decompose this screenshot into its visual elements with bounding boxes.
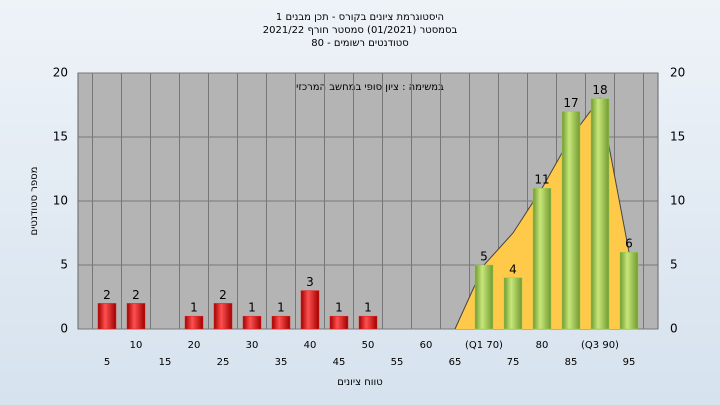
y-tick-label-right: 5	[670, 258, 678, 272]
bar	[503, 277, 523, 330]
bar	[97, 303, 117, 330]
bar	[300, 290, 320, 330]
x-tick-label: 20	[188, 340, 201, 351]
bar	[126, 303, 146, 330]
y-tick-label-right: 15	[670, 130, 685, 144]
value-label: 2	[219, 288, 227, 302]
value-label: 1	[248, 301, 256, 315]
value-label: 1	[335, 301, 343, 315]
x-tick-label: (Q3 90)	[581, 340, 619, 351]
bar	[242, 315, 262, 330]
x-tick-label: (Q1 70)	[465, 340, 503, 351]
x-tick-label: 35	[275, 357, 288, 368]
bar	[590, 98, 610, 330]
value-label: 5	[480, 250, 488, 264]
bar	[532, 187, 552, 330]
bar	[271, 315, 291, 330]
y-axis-label: מספר סטודנטים	[29, 167, 40, 236]
x-tick-label: 85	[565, 357, 578, 368]
value-label: 1	[190, 301, 198, 315]
x-tick-label: 60	[420, 340, 433, 351]
x-tick-label: 30	[246, 340, 259, 351]
value-label: 18	[592, 83, 607, 97]
y-tick-label: 5	[60, 258, 68, 272]
y-tick-label: 10	[53, 194, 68, 208]
x-tick-label: 95	[623, 357, 636, 368]
title-line: בסמסטר (01/2021) סמסטר חורף 2021/22	[263, 25, 458, 36]
x-tick-label: 15	[159, 357, 172, 368]
y-tick-label-right: 0	[670, 322, 678, 336]
x-tick-label: 40	[304, 340, 317, 351]
bar	[329, 315, 349, 330]
x-tick-label: 5	[104, 357, 110, 368]
value-label: 11	[534, 173, 549, 187]
bar	[213, 303, 233, 330]
bar	[358, 315, 378, 330]
y-tick-label-right: 10	[670, 194, 685, 208]
y-tick-label: 20	[53, 66, 68, 80]
y-tick-label: 15	[53, 130, 68, 144]
bar	[561, 111, 581, 330]
x-tick-label: 10	[130, 340, 143, 351]
x-tick-label: 75	[507, 357, 520, 368]
value-label: 3	[306, 275, 314, 289]
x-tick-label: 25	[217, 357, 230, 368]
value-label: 6	[625, 237, 633, 251]
bar	[184, 315, 204, 330]
subtitle: במשימה : ציון סופי במחשב המרכזי	[296, 82, 444, 93]
value-label: 17	[563, 96, 578, 110]
y-tick-label: 0	[60, 322, 68, 336]
bar	[619, 251, 639, 330]
x-tick-label: 65	[449, 357, 462, 368]
title-line: סטודנטים רשומים - 80	[311, 38, 409, 49]
y-tick-label-right: 20	[670, 66, 685, 80]
x-tick-label: 55	[391, 357, 404, 368]
bar	[474, 264, 494, 330]
x-axis-label: טווח ציונים	[337, 377, 382, 388]
value-label: 2	[103, 288, 111, 302]
x-tick-label: 50	[362, 340, 375, 351]
value-label: 1	[277, 301, 285, 315]
x-tick-label: 80	[536, 340, 549, 351]
value-label: 4	[509, 262, 517, 276]
title-line: היסטוגרמת ציונים בקורס - תכן מבנים 1	[276, 12, 444, 23]
value-label: 2	[132, 288, 140, 302]
x-tick-label: 45	[333, 357, 346, 368]
value-label: 1	[364, 301, 372, 315]
